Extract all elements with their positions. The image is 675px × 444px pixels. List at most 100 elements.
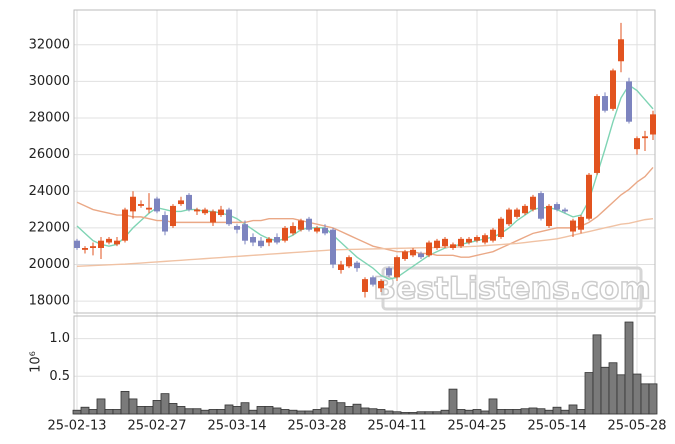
candle-body xyxy=(130,196,136,212)
y-tick-label: 32000 xyxy=(29,37,70,52)
candle-body xyxy=(218,209,224,216)
candle-body xyxy=(578,216,584,230)
volume-bar xyxy=(528,407,538,415)
volume-bar xyxy=(592,334,602,415)
candle-body xyxy=(586,174,592,219)
volume-bar xyxy=(424,411,434,415)
candle-body xyxy=(282,227,288,241)
candle-body xyxy=(138,204,144,206)
volume-bar xyxy=(312,409,322,415)
candle-body xyxy=(554,204,560,210)
candle-body xyxy=(90,246,96,249)
y-tick-label: 26000 xyxy=(29,147,70,162)
candle-body xyxy=(322,227,328,234)
candle-body xyxy=(370,277,376,285)
volume-bar xyxy=(400,412,410,415)
candle-body xyxy=(106,238,112,243)
x-tick-label: 25-03-14 xyxy=(207,419,266,434)
volume-bar xyxy=(336,402,346,415)
volume-bar xyxy=(624,321,634,415)
volume-bar xyxy=(480,410,490,415)
volume-bar xyxy=(328,400,338,415)
candle-body xyxy=(82,248,88,250)
candle-body xyxy=(250,237,256,243)
candle-body xyxy=(122,209,128,241)
watermark: BestListens.com xyxy=(373,272,651,307)
volume-bar xyxy=(184,408,194,415)
volume-bar xyxy=(416,411,426,415)
candle-body xyxy=(490,229,496,241)
volume-bar xyxy=(352,403,362,415)
volume-bar xyxy=(288,409,298,415)
candle-body xyxy=(290,226,296,234)
candle-body xyxy=(210,211,216,223)
candle-body xyxy=(450,244,456,249)
volume-bar xyxy=(392,411,402,415)
candle-body xyxy=(546,205,552,227)
x-tick-label: 25-02-27 xyxy=(127,419,186,434)
candle-body xyxy=(466,238,472,243)
x-tick-label: 25-04-25 xyxy=(447,419,506,434)
volume-bar xyxy=(128,398,138,415)
y-tick-label: 18000 xyxy=(29,294,70,309)
volume-bar xyxy=(608,362,618,415)
volume-bar xyxy=(112,409,122,415)
volume-bar xyxy=(152,400,162,415)
candle-body xyxy=(522,205,528,214)
volume-bar xyxy=(304,410,314,415)
volume-bar xyxy=(520,408,530,415)
candle-body xyxy=(570,220,576,232)
volume-bar xyxy=(224,404,234,415)
volume-bar xyxy=(384,410,394,415)
candle-body xyxy=(74,240,80,249)
volume-bar xyxy=(104,409,114,415)
volume-bar xyxy=(376,409,386,415)
volume-bar xyxy=(544,409,554,415)
volume-bar xyxy=(472,409,482,415)
candle-body xyxy=(258,240,264,247)
x-tick-label: 25-03-28 xyxy=(287,419,346,434)
watermark-box xyxy=(381,266,643,311)
volume-bar xyxy=(648,383,658,415)
plot-frame xyxy=(73,9,656,314)
candle-body xyxy=(330,229,336,265)
candle-body xyxy=(178,200,184,205)
candle-body xyxy=(234,226,240,230)
x-tick-label: 25-04-11 xyxy=(367,419,426,434)
volume-bar xyxy=(192,408,202,415)
candle-body xyxy=(170,205,176,227)
candle-body xyxy=(602,96,608,111)
volume-bar xyxy=(272,407,282,415)
candle-body xyxy=(98,240,104,249)
candle-body xyxy=(506,209,512,225)
candle-body xyxy=(362,279,368,292)
candle-body xyxy=(298,220,304,230)
candle-body xyxy=(530,196,536,210)
candle-body xyxy=(634,138,640,150)
candle-body xyxy=(410,249,416,256)
candle-body xyxy=(346,257,352,267)
volume-bar xyxy=(504,409,514,415)
candle-body xyxy=(274,237,280,243)
volume-bar xyxy=(264,406,274,415)
y-tick-label: 1.0 xyxy=(49,331,70,346)
candle-body xyxy=(434,240,440,249)
candle-body xyxy=(154,198,160,212)
volume-bar xyxy=(616,374,626,415)
volume-bar xyxy=(96,398,106,415)
volume-bar xyxy=(256,406,266,415)
candle-body xyxy=(314,227,320,232)
candle-body xyxy=(594,96,600,173)
candle-body xyxy=(538,193,544,219)
volume-bar xyxy=(456,409,466,415)
candle-body xyxy=(418,253,424,258)
candle-body xyxy=(442,238,448,247)
volume-bar xyxy=(584,372,594,415)
candle-body xyxy=(306,218,312,230)
y-axis-label: 10⁶ xyxy=(29,351,44,373)
candle-body xyxy=(202,209,208,214)
volume-bar xyxy=(552,406,562,415)
candle-body xyxy=(618,39,624,62)
volume-bar xyxy=(88,409,98,415)
